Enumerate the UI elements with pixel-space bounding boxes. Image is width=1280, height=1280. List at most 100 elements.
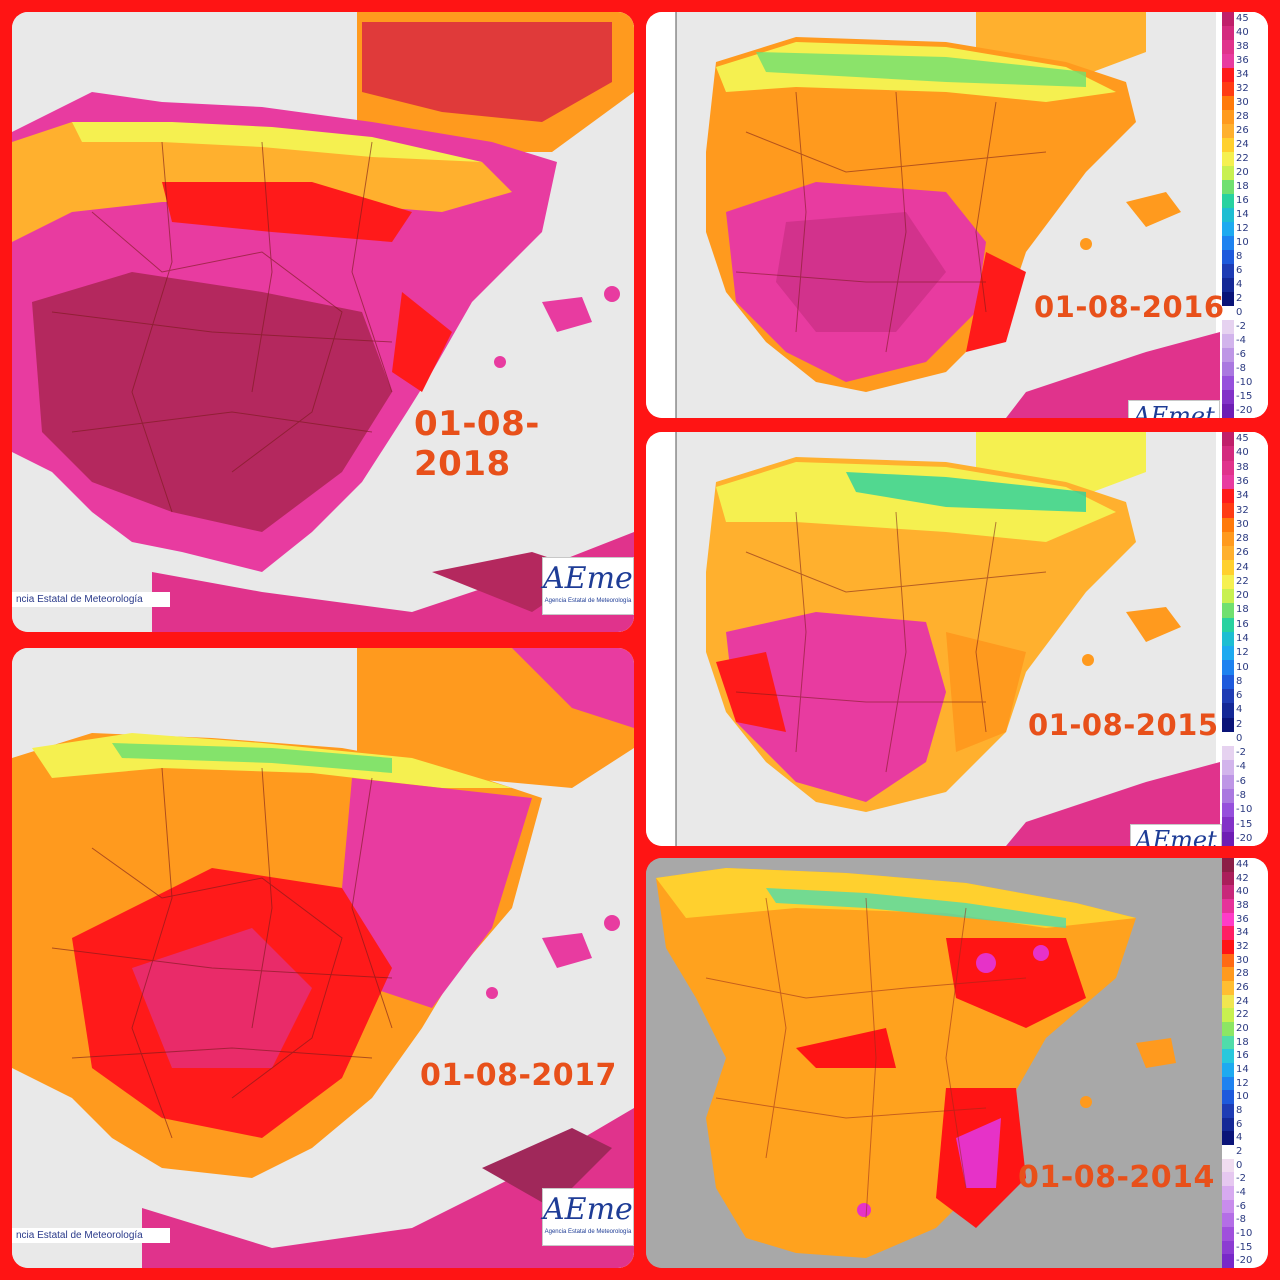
legend-swatch xyxy=(1222,817,1234,833)
aemet-logo: AEmet Agencia Estatal de Meteorología xyxy=(542,1188,634,1246)
map-panel-2014: 44 42 40 38 36 34 32 30 28 26 24 22 20 18 16 14 12 10 8 6 4 2… xyxy=(646,858,1268,1268)
legend-swatch xyxy=(1222,674,1234,690)
legend-label: 22 xyxy=(1236,153,1249,164)
legend-label: 30 xyxy=(1236,97,1249,108)
temperature-map-2014 xyxy=(646,858,1268,1268)
legend-label: -20 xyxy=(1236,405,1253,416)
temperature-map-2016 xyxy=(646,12,1268,418)
legend-label: 10 xyxy=(1236,237,1249,248)
map-panel-2017: 01-08-2017 ncia Estatal de Meteorología … xyxy=(12,648,634,1268)
legend-swatch xyxy=(1222,774,1234,790)
legend-label: 6 xyxy=(1236,1118,1243,1130)
aemet-logo-mark: AEmet xyxy=(543,561,634,596)
legend-label: 4 xyxy=(1236,704,1243,716)
aemet-logo: AEmet Agencia Estatal de Meteorología xyxy=(542,557,634,615)
legend-label: 18 xyxy=(1236,181,1249,192)
legend-swatch xyxy=(1222,746,1234,762)
legend-label: 22 xyxy=(1236,575,1249,587)
legend-label: 2 xyxy=(1236,1145,1243,1157)
legend-swatch xyxy=(1222,660,1234,676)
legend-swatch xyxy=(1222,953,1234,968)
temperature-map-2015 xyxy=(646,432,1268,846)
legend-label: -20 xyxy=(1236,1255,1253,1267)
legend-label: 38 xyxy=(1236,899,1249,911)
legend-swatch xyxy=(1222,474,1234,490)
legend-swatch xyxy=(1222,646,1234,662)
legend-swatch xyxy=(1222,320,1234,334)
legend-swatch xyxy=(1222,264,1234,278)
legend-label: 20 xyxy=(1236,1022,1249,1034)
legend-label: 30 xyxy=(1236,954,1249,966)
legend-label: 32 xyxy=(1236,83,1249,94)
aemet-logo: AEmet xyxy=(1130,824,1222,846)
legend-label: 2 xyxy=(1236,293,1243,304)
legend-swatch xyxy=(1222,912,1234,927)
legend-swatch xyxy=(1222,531,1234,547)
aemet-logo-mark: AEmet xyxy=(1135,826,1217,846)
legend-label: 12 xyxy=(1236,647,1249,659)
legend-label: 16 xyxy=(1236,618,1249,630)
legend-swatch xyxy=(1222,899,1234,913)
legend-label: 34 xyxy=(1236,490,1249,502)
legend-swatch xyxy=(1222,1131,1234,1146)
legend-label: 8 xyxy=(1236,1104,1243,1116)
legend-label: 34 xyxy=(1236,69,1249,80)
legend-swatch xyxy=(1222,1254,1234,1268)
legend-swatch xyxy=(1222,96,1234,110)
date-label-2018: 01-08-2018 xyxy=(414,404,540,484)
legend-swatch xyxy=(1222,110,1234,124)
legend-label: 40 xyxy=(1236,447,1249,459)
legend-label: 10 xyxy=(1236,661,1249,673)
legend-swatch xyxy=(1222,1158,1234,1173)
legend-label: -6 xyxy=(1236,349,1246,360)
legend-label: 26 xyxy=(1236,547,1249,559)
legend-label: 38 xyxy=(1236,461,1249,473)
legend-swatch xyxy=(1222,292,1234,306)
legend-label: 16 xyxy=(1236,195,1249,206)
legend-swatch xyxy=(1222,222,1234,236)
legend-label: 36 xyxy=(1236,475,1249,487)
legend-label: 0 xyxy=(1236,307,1243,318)
legend-swatch xyxy=(1222,1145,1234,1159)
legend-swatch xyxy=(1222,1049,1234,1064)
legend-label: 28 xyxy=(1236,111,1249,122)
temperature-legend-2014: 44 42 40 38 36 34 32 30 28 26 24 22 20 18 16 14 12 10 8 6 4 2… xyxy=(1222,858,1268,1268)
legend-label: 6 xyxy=(1236,690,1243,702)
legend-label: -8 xyxy=(1236,363,1246,374)
legend-label: -2 xyxy=(1236,747,1246,759)
legend-label: -4 xyxy=(1236,1186,1246,1198)
legend-swatch xyxy=(1222,40,1234,54)
legend-swatch xyxy=(1222,489,1234,505)
legend-swatch xyxy=(1222,981,1234,995)
legend-label: 4 xyxy=(1236,1132,1243,1144)
legend-swatch xyxy=(1222,617,1234,633)
legend-swatch xyxy=(1222,503,1234,519)
legend-label: 4 xyxy=(1236,279,1243,290)
legend-swatch xyxy=(1222,1022,1234,1036)
legend-swatch xyxy=(1222,1199,1234,1214)
legend-label: 18 xyxy=(1236,604,1249,616)
date-label-2016: 01-08-2016 xyxy=(1034,290,1225,324)
legend-label: -10 xyxy=(1236,377,1253,388)
legend-swatch xyxy=(1222,166,1234,180)
legend-swatch xyxy=(1222,731,1234,747)
aemet-logo-mark: AEmet xyxy=(543,1192,634,1227)
legend-label: 24 xyxy=(1236,139,1249,150)
agency-name-strip: ncia Estatal de Meteorología xyxy=(12,1228,170,1243)
legend-swatch xyxy=(1222,940,1234,954)
legend-swatch xyxy=(1222,760,1234,776)
date-label-2014: 01-08-2014 xyxy=(1018,1160,1215,1195)
legend-swatch xyxy=(1222,589,1234,605)
legend-swatch xyxy=(1222,138,1234,152)
legend-swatch xyxy=(1222,334,1234,348)
legend-swatch xyxy=(1222,1172,1234,1187)
legend-swatch xyxy=(1222,208,1234,222)
legend-label: 18 xyxy=(1236,1036,1249,1048)
legend-label: 0 xyxy=(1236,732,1243,744)
legend-label: -2 xyxy=(1236,321,1246,332)
legend-swatch xyxy=(1222,1240,1234,1255)
legend-swatch xyxy=(1222,236,1234,250)
legend-swatch xyxy=(1222,1090,1234,1105)
legend-label: 14 xyxy=(1236,633,1249,644)
legend-label: 8 xyxy=(1236,251,1243,262)
